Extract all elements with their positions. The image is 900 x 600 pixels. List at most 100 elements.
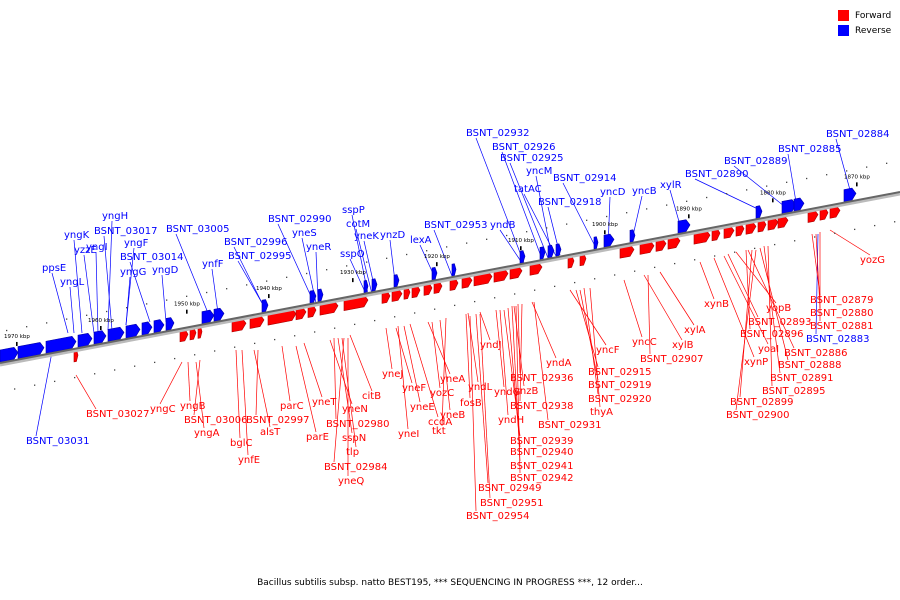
leader-line: [575, 289, 599, 368]
leader-line: [355, 228, 373, 295]
tick-mark: [436, 262, 438, 267]
guide-dot: [486, 238, 488, 240]
forward-gene-label: citB: [362, 391, 381, 402]
reverse-swatch: [838, 25, 849, 36]
leader-line: [125, 276, 131, 326]
guide-dot: [206, 291, 208, 294]
forward-gene-label: yneA: [440, 374, 465, 385]
forward-gene-label: xylB: [672, 340, 694, 351]
legend: Forward Reverse: [838, 8, 891, 38]
guide-dot: [14, 388, 16, 390]
guide-dot: [714, 255, 716, 257]
guide-dot: [274, 338, 276, 341]
leader-line: [562, 182, 597, 249]
guide-dot: [466, 242, 468, 244]
guide-dot: [534, 289, 536, 291]
guide-dot: [214, 350, 216, 352]
leader-line: [235, 349, 241, 439]
reverse-gene-label: yzzE: [74, 245, 97, 256]
reverse-gene: [261, 299, 269, 313]
guide-dot: [494, 297, 496, 299]
forward-gene-label: BSNT_02940: [510, 447, 573, 458]
reverse-gene-label: BSNT_02925: [500, 153, 563, 164]
guide-dot: [406, 253, 408, 256]
leader-line: [253, 349, 271, 428]
leader-line: [535, 175, 553, 259]
guide-dot: [286, 276, 288, 278]
guide-dot: [326, 269, 328, 271]
tick-mark: [604, 230, 606, 235]
guide-dot: [246, 284, 248, 286]
forward-gene-label: yngA: [194, 428, 220, 439]
forward-gene-label: tlp: [346, 447, 359, 458]
leader-line: [107, 220, 113, 331]
forward-gene-label: BSNT_02980: [326, 419, 389, 430]
tick-label: 1890 kbp: [676, 206, 702, 212]
leader-line: [579, 289, 599, 381]
reverse-gene: [141, 321, 153, 336]
leader-line: [403, 325, 421, 403]
reverse-gene-label: yneK: [354, 231, 379, 242]
leader-line: [333, 337, 337, 420]
guide-dot: [614, 274, 616, 276]
leader-line: [643, 274, 683, 341]
reverse-gene-label: sspP: [342, 205, 365, 216]
reverse-gene-label: yngK: [64, 230, 90, 241]
guide-dot: [854, 228, 856, 231]
forward-gene-label: BSNT_02951: [480, 498, 543, 509]
forward-gene-label: yneJ: [382, 369, 403, 380]
reverse-gene: [93, 330, 107, 345]
forward-gene-label: BSNT_02939: [510, 436, 573, 447]
tick-label: 1950 kbp: [174, 302, 200, 308]
leader-line: [739, 249, 753, 398]
forward-gene-label: BSNT_02888: [778, 360, 841, 371]
leader-line: [315, 251, 319, 301]
reverse-gene: [547, 244, 555, 259]
guide-dot: [826, 174, 828, 176]
leader-line: [733, 165, 785, 207]
reverse-gene-label: BSNT_02995: [228, 251, 291, 262]
tick-mark: [688, 214, 690, 219]
reverse-gene: [77, 332, 93, 348]
legend-forward: Forward: [838, 8, 891, 23]
leader-line: [295, 345, 317, 433]
guide-dot: [354, 323, 356, 326]
leader-line: [159, 361, 183, 405]
forward-gene-label: BSNT_02880: [810, 308, 873, 319]
reverse-gene: [201, 309, 215, 324]
guide-dot: [254, 342, 256, 345]
guide-dot: [746, 189, 748, 191]
reverse-gene-label: yndB: [490, 220, 516, 231]
leader-line: [623, 279, 643, 338]
leader-line: [467, 312, 479, 383]
forward-gene-label: xylA: [684, 325, 706, 336]
reverse-gene: [213, 307, 225, 322]
leader-line: [103, 235, 113, 331]
leader-line: [83, 254, 95, 334]
forward-gene-label: yneE: [410, 402, 435, 413]
forward-gene-label: yncC: [632, 337, 657, 348]
forward-gene-label: sspN: [342, 433, 366, 444]
reverse-gene-label: tatAC: [514, 184, 542, 195]
leader-line: [73, 239, 83, 334]
leader-line: [237, 260, 263, 304]
reverse-gene-label: yneS: [292, 228, 317, 239]
guide-dot: [134, 365, 136, 367]
tick-mark: [520, 246, 522, 251]
leader-line: [349, 334, 373, 392]
forward-gene-label: xynP: [744, 357, 768, 368]
guide-dot: [234, 346, 236, 348]
leader-line: [433, 229, 453, 277]
guide-dot: [266, 280, 268, 282]
guide-dot: [154, 361, 156, 364]
guide-dot: [666, 204, 668, 206]
tick-label: 1920 kbp: [424, 254, 450, 260]
reverse-gene: [629, 229, 636, 243]
leader-line: [699, 261, 715, 300]
reverse-gene: [371, 278, 378, 292]
reverse-gene-label: BSNT_03005: [166, 224, 229, 235]
leader-line: [281, 345, 291, 402]
reverse-gene: [603, 233, 615, 248]
leader-line: [759, 247, 789, 361]
